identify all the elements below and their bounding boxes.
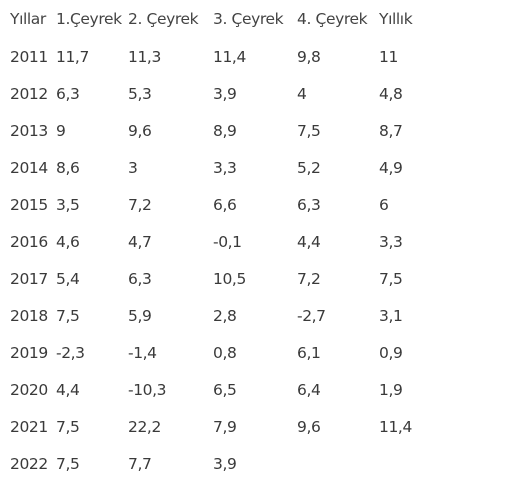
annual-cell: 3,1: [379, 306, 403, 325]
q3-cell: 6,6: [213, 195, 237, 214]
q2-cell: 5,9: [128, 306, 152, 325]
q3-cell: 3,9: [213, 454, 237, 473]
growth-table: Yıllar 1.Çeyrek 2. Çeyrek 3. Çeyrek 4. Ç…: [10, 0, 453, 482]
table-row: 2012 6,3 5,3 3,9 4 4,8: [10, 75, 453, 112]
q2-cell: 7,7: [128, 454, 152, 473]
q2-cell: 5,3: [128, 84, 152, 103]
table-row: 2021 7,5 22,2 7,9 9,6 11,4: [10, 408, 453, 445]
table-row: 2020 4,4 -10,3 6,5 6,4 1,9: [10, 371, 453, 408]
annual-cell: 3,3: [379, 232, 403, 251]
year-cell: 2013: [10, 121, 48, 140]
q3-cell: 0,8: [213, 343, 237, 362]
header-q2: 2. Çeyrek: [128, 10, 199, 28]
q1-cell: 4,4: [56, 380, 80, 399]
q2-cell: 9,6: [128, 121, 152, 140]
year-cell: 2017: [10, 269, 48, 288]
q1-cell: 9: [56, 121, 66, 140]
table-row: 2019 -2,3 -1,4 0,8 6,1 0,9: [10, 334, 453, 371]
table-row: 2014 8,6 3 3,3 5,2 4,9: [10, 149, 453, 186]
q4-cell: 6,1: [297, 343, 321, 362]
table-body: 2011 11,7 11,3 11,4 9,8 11 2012 6,3 5,3 3,9 4 4,8 20…: [10, 38, 453, 482]
q1-cell: 6,3: [56, 84, 80, 103]
q3-cell: 3,9: [213, 84, 237, 103]
q3-cell: -0,1: [213, 232, 242, 251]
header-years: Yıllar: [10, 10, 46, 28]
year-cell: 2011: [10, 47, 48, 66]
q3-cell: 10,5: [213, 269, 246, 288]
table-row: 2016 4,6 4,7 -0,1 4,4 3,3: [10, 223, 453, 260]
q3-cell: 3,3: [213, 158, 237, 177]
table-row: 2022 7,5 7,7 3,9: [10, 445, 453, 482]
year-cell: 2012: [10, 84, 48, 103]
year-cell: 2016: [10, 232, 48, 251]
q4-cell: 4: [297, 84, 307, 103]
header-row: Yıllar 1.Çeyrek 2. Çeyrek 3. Çeyrek 4. Ç…: [10, 0, 453, 38]
q4-cell: 6,4: [297, 380, 321, 399]
q2-cell: -10,3: [128, 380, 167, 399]
header-q4: 4. Çeyrek: [297, 10, 368, 28]
q3-cell: 2,8: [213, 306, 237, 325]
annual-cell: 11,4: [379, 417, 412, 436]
year-cell: 2020: [10, 380, 48, 399]
q1-cell: 11,7: [56, 47, 89, 66]
table-row: 2013 9 9,6 8,9 7,5 8,7: [10, 112, 453, 149]
q3-cell: 7,9: [213, 417, 237, 436]
q4-cell: 5,2: [297, 158, 321, 177]
q3-cell: 8,9: [213, 121, 237, 140]
q2-cell: 22,2: [128, 417, 161, 436]
annual-cell: 7,5: [379, 269, 403, 288]
q2-cell: 11,3: [128, 47, 161, 66]
q4-cell: 7,5: [297, 121, 321, 140]
q4-cell: [297, 445, 379, 482]
year-cell: 2021: [10, 417, 48, 436]
q1-cell: 8,6: [56, 158, 80, 177]
annual-cell: 4,9: [379, 158, 403, 177]
q4-cell: 7,2: [297, 269, 321, 288]
q2-cell: -1,4: [128, 343, 157, 362]
header-q3: 3. Çeyrek: [213, 10, 284, 28]
year-cell: 2015: [10, 195, 48, 214]
q4-cell: 9,6: [297, 417, 321, 436]
q4-cell: 9,8: [297, 47, 321, 66]
q2-cell: 4,7: [128, 232, 152, 251]
q3-cell: 6,5: [213, 380, 237, 399]
q3-cell: 11,4: [213, 47, 246, 66]
header-annual: Yıllık: [379, 10, 413, 28]
year-cell: 2014: [10, 158, 48, 177]
year-cell: 2019: [10, 343, 48, 362]
q4-cell: 6,3: [297, 195, 321, 214]
annual-cell: 1,9: [379, 380, 403, 399]
q1-cell: 7,5: [56, 306, 80, 325]
table-header: Yıllar 1.Çeyrek 2. Çeyrek 3. Çeyrek 4. Ç…: [10, 0, 453, 38]
q2-cell: 7,2: [128, 195, 152, 214]
table-row: 2011 11,7 11,3 11,4 9,8 11: [10, 38, 453, 75]
table-row: 2015 3,5 7,2 6,6 6,3 6: [10, 186, 453, 223]
q2-cell: 6,3: [128, 269, 152, 288]
table-row: 2017 5,4 6,3 10,5 7,2 7,5: [10, 260, 453, 297]
q1-cell: 7,5: [56, 417, 80, 436]
annual-cell: 6: [379, 195, 389, 214]
header-q1: 1.Çeyrek: [56, 10, 122, 28]
q1-cell: 7,5: [56, 454, 80, 473]
annual-cell: 0,9: [379, 343, 403, 362]
table-row: 2018 7,5 5,9 2,8 -2,7 3,1: [10, 297, 453, 334]
q4-cell: -2,7: [297, 306, 326, 325]
annual-cell: 11: [379, 47, 398, 66]
q1-cell: -2,3: [56, 343, 85, 362]
annual-cell: 8,7: [379, 121, 403, 140]
q1-cell: 3,5: [56, 195, 80, 214]
q1-cell: 4,6: [56, 232, 80, 251]
annual-cell: 4,8: [379, 84, 403, 103]
q4-cell: 4,4: [297, 232, 321, 251]
annual-cell: [379, 445, 453, 482]
q1-cell: 5,4: [56, 269, 80, 288]
year-cell: 2018: [10, 306, 48, 325]
q2-cell: 3: [128, 158, 138, 177]
year-cell: 2022: [10, 454, 48, 473]
